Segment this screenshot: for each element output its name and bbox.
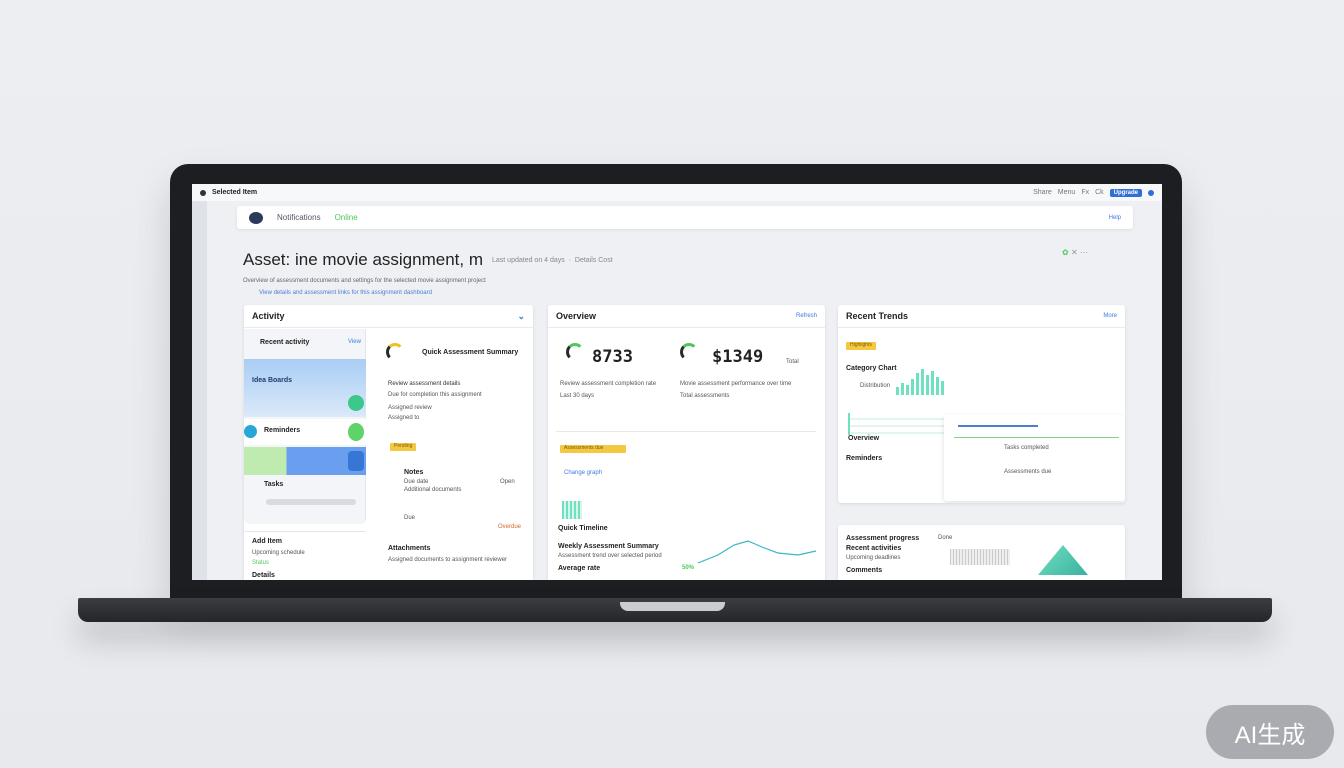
bar-chart [896,369,944,395]
menu-item[interactable]: Menu [1057,189,1076,196]
assessment-detail: Quick Assessment Summary Review assessme… [380,329,533,580]
chat-icon [244,425,257,438]
help-link[interactable]: Help [1108,214,1121,221]
chevron-down-icon[interactable]: ⌄ [517,310,525,321]
page-meta: Last updated on 4 days · Details Cost [492,257,613,264]
activity-list: Recent activity View Idea Boards Reminde… [244,329,366,524]
bar [936,377,939,395]
panel-title: Recent Trends [846,311,909,321]
bar [896,387,899,395]
app-icon [348,451,364,471]
trend-line-chart [698,540,817,564]
bar [921,369,924,395]
add-item-card: Add Item Upcoming schedule Status Detail… [244,531,366,580]
list-item[interactable]: Recent activity [260,339,310,346]
chart-thumbnail-icon [562,501,582,519]
progress-ring-icon [386,343,404,361]
more-link[interactable]: More [1103,313,1117,319]
stat-value: $1349 [712,347,764,367]
window-control-icon[interactable] [200,189,206,196]
panel-title: Overview [556,311,597,321]
activity-panel: Activity ⌄ Recent activity View Idea Boar… [244,305,533,580]
details-link[interactable]: Details [252,572,275,579]
bar [931,371,934,395]
menu-item[interactable]: Fx [1081,189,1090,196]
browser-bar: Selected Item Share Menu Fx Ck Upgrade [192,184,1162,201]
details-link[interactable]: View details and assessment links for th… [259,290,432,296]
bar [911,379,914,395]
bar [941,381,944,395]
sidebar [192,201,207,580]
nav-brand[interactable]: Notifications [277,213,321,222]
status-tag: Assessments due [560,445,626,453]
check-icon [348,395,364,411]
panel-title: Activity [252,311,285,321]
laptop-notch [620,602,725,611]
chart-value: 50% [682,565,695,571]
list-item[interactable]: Idea Boards [244,359,366,417]
watermark: AI生成 [1206,705,1334,759]
laptop-screen: Selected Item Share Menu Fx Ck Upgrade N… [192,184,1162,580]
bar [926,375,929,395]
refresh-link[interactable]: Refresh [795,313,817,319]
page-subtitle: Overview of assessment documents and set… [243,278,486,284]
bar [901,383,904,395]
list-item[interactable]: Reminders [244,419,366,445]
profile-icon[interactable] [1148,189,1154,196]
logo-icon [249,211,263,224]
progress-ring-icon [566,343,584,361]
change-graph-link[interactable]: Change graph [564,470,603,476]
trend-line [698,540,817,564]
menu-share[interactable]: Share [1033,189,1052,196]
overview-panel: Overview Refresh 8733 $1349 Total Review … [548,305,825,580]
nav-bar: Notifications Online Help [237,206,1133,229]
menu-item[interactable]: Ck [1095,189,1104,196]
header-actions: ✿ ✕ ⋯ [1062,248,1088,257]
browser-title: Selected Item [212,189,258,196]
list-item[interactable] [244,447,366,475]
highlight-tag: Highlights [846,342,876,350]
view-link[interactable]: View [348,339,361,345]
upgrade-badge[interactable]: Upgrade [1109,188,1142,197]
bar [916,373,919,395]
leaf-icon [348,423,364,441]
page-title: Asset: ine movie assignment, m [243,250,483,269]
progress-panel: Assessment progress Recent activities Up… [838,525,1125,580]
bar [906,385,909,395]
status-tag: Pending [390,443,417,451]
trends-panel: Recent Trends More Highlights Category Ch… [838,305,1125,503]
list-item[interactable]: Tasks [264,481,284,488]
status-badge: Online [334,213,358,222]
stat-value: 8733 [592,347,633,367]
progress-bar [266,499,356,505]
progress-ring-icon [680,343,698,361]
